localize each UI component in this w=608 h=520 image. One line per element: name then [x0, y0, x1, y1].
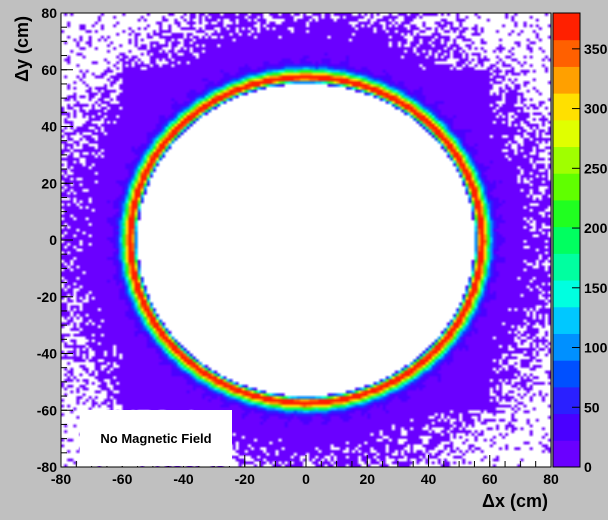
- colorbar-tick-label: 350: [584, 41, 608, 57]
- colorbar-segment: [553, 440, 580, 468]
- y-tick-label: 40: [41, 119, 57, 135]
- colorbar-segment: [553, 13, 580, 41]
- x-tick-label: 20: [359, 471, 375, 487]
- colorbar-tick-label: 150: [584, 280, 608, 296]
- colorbar-segment: [553, 146, 580, 174]
- colorbar-tick-label: 100: [584, 340, 608, 356]
- colorbar-segment: [553, 306, 580, 334]
- colorbar-segment: [553, 386, 580, 415]
- y-tick-label: -80: [37, 459, 57, 475]
- colorbar-segment: [553, 413, 580, 441]
- colorbar-segment: [553, 280, 580, 308]
- colorbar-segment: [553, 199, 580, 228]
- x-tick-label: -80: [51, 471, 71, 487]
- colorbar-tick-label: 50: [584, 399, 600, 415]
- colorbar-segment: [553, 66, 580, 94]
- x-axis-title: Δx (cm): [482, 491, 548, 511]
- colorbar-border: [552, 12, 581, 468]
- colorbar-segment: [553, 93, 580, 121]
- x-tick-label: 0: [302, 471, 310, 487]
- y-axis-title: Δy (cm): [12, 16, 32, 82]
- y-tick-label: -60: [37, 402, 57, 418]
- colorbar-segment: [553, 253, 580, 281]
- y-tick-label: 20: [41, 175, 57, 191]
- colorbar-segment: [553, 119, 580, 148]
- y-tick-label: 80: [41, 5, 57, 21]
- colorbar-tick-label: 250: [584, 160, 608, 176]
- colorbar-segment: [553, 173, 580, 201]
- colorbar-tick-label: 200: [584, 220, 608, 236]
- x-tick-label: -40: [173, 471, 193, 487]
- x-tick-label: -60: [112, 471, 132, 487]
- x-tick-label: 80: [543, 471, 559, 487]
- colorbar-segment: [553, 39, 580, 67]
- colorbar-tick-label: 0: [584, 459, 592, 475]
- annotation-box: No Magnetic Field: [80, 410, 232, 466]
- y-tick-label: -20: [37, 289, 57, 305]
- x-tick-label: 60: [482, 471, 498, 487]
- colorbar: 0 50 100 150 200 250 300 350: [552, 12, 608, 475]
- y-axis: -80 -60 -40 -20 0 20 40 60 80: [37, 5, 73, 475]
- colorbar-segment: [553, 226, 580, 254]
- colorbar-segment: [553, 360, 580, 388]
- colorbar-tick-label: 300: [584, 101, 608, 117]
- y-tick-label: 0: [49, 232, 57, 248]
- y-tick-label: -40: [37, 346, 57, 362]
- annotation-label: No Magnetic Field: [100, 431, 211, 446]
- y-tick-label: 60: [41, 62, 57, 78]
- x-tick-label: 40: [421, 471, 437, 487]
- x-tick-label: -20: [235, 471, 255, 487]
- heatmap-image: [61, 13, 551, 467]
